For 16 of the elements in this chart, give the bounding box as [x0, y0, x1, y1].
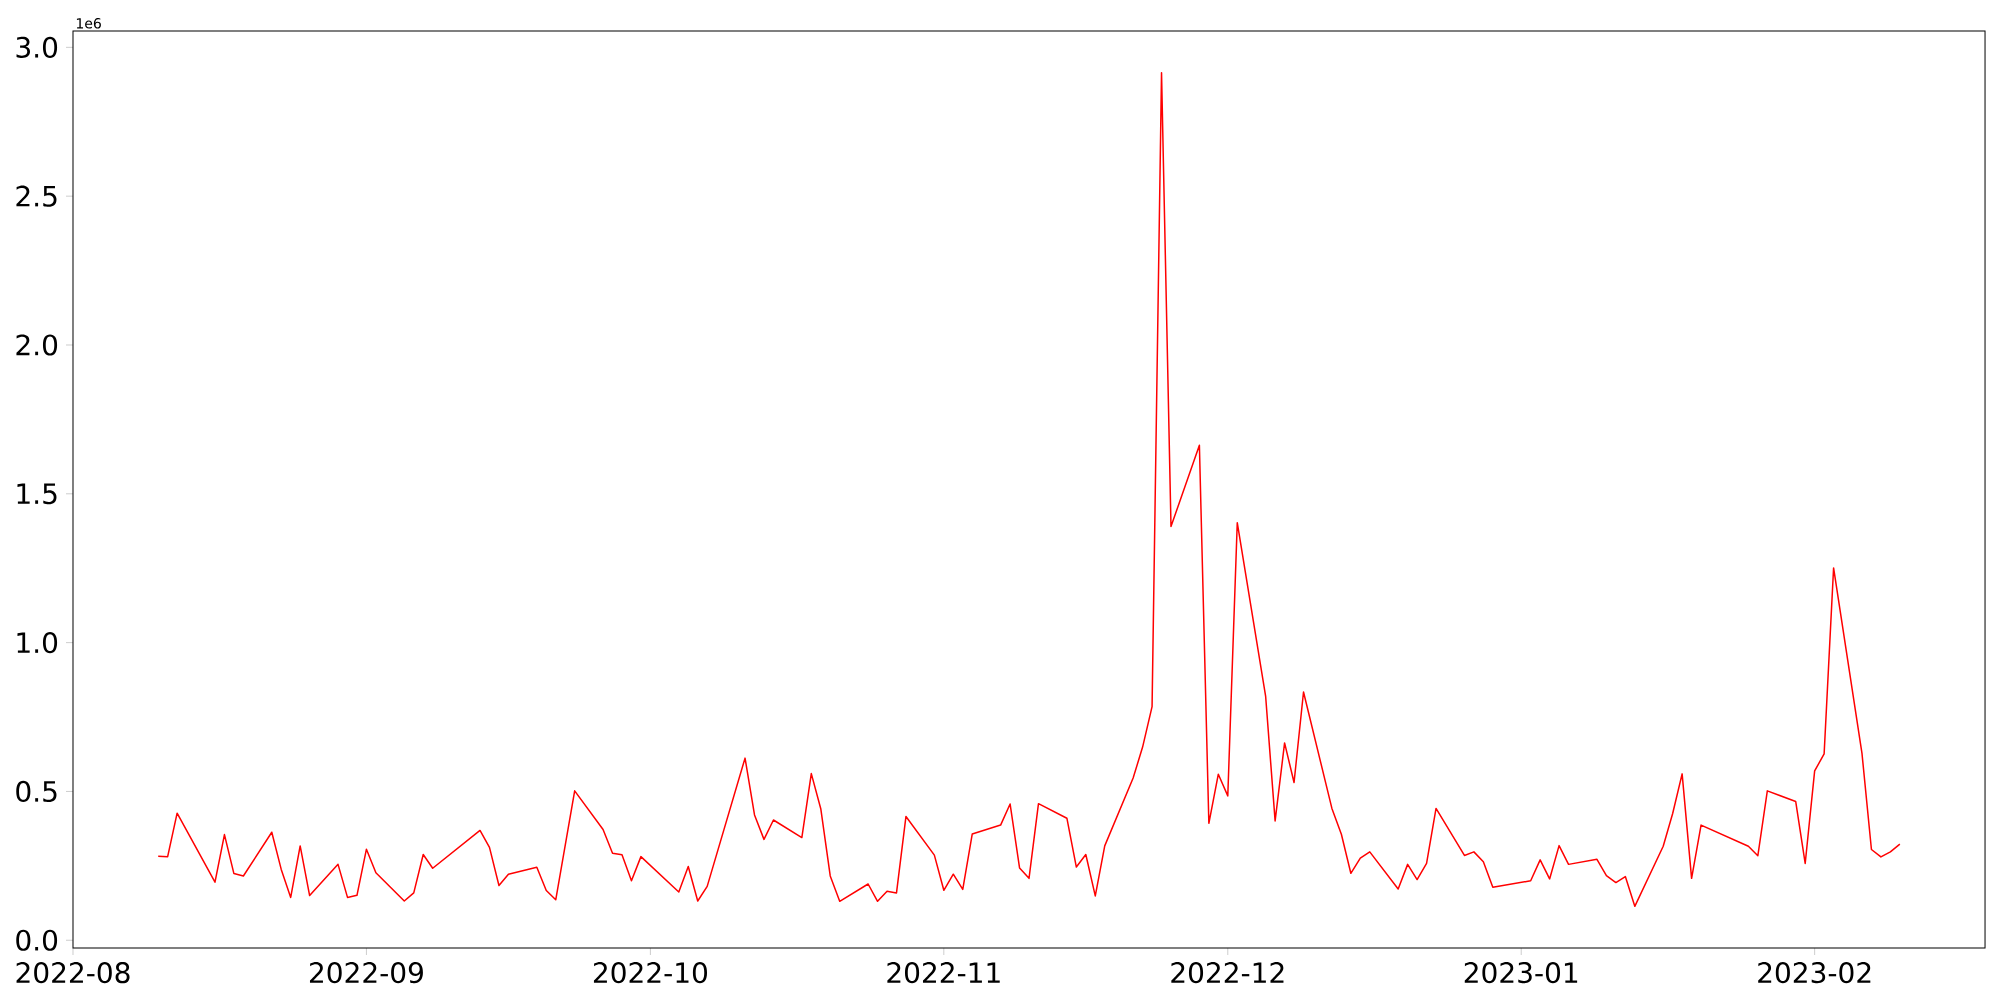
y-tick-label: 0.5	[16, 780, 57, 803]
line-series	[157, 71, 1901, 908]
x-tick-label: 2022-11	[887, 962, 1000, 984]
text: 1e6	[76, 18, 101, 29]
y-tick-label: 0.0	[16, 929, 58, 951]
y-tick-label: 1.0	[17, 632, 58, 654]
x-tick-label: 2022-12	[1171, 962, 1284, 984]
y-tick-label: 3.0	[16, 36, 58, 58]
y-tick-label: 2.5	[16, 185, 57, 207]
x-tick-label: 2022-10	[593, 962, 708, 984]
x-tick-label: 2023-01	[1464, 962, 1578, 984]
x-tick-label: 2023-02	[1758, 962, 1871, 984]
x-tick-label: 2022-08	[16, 962, 130, 984]
x-tick-label: 2022-09	[309, 962, 423, 984]
y-tick-label: 1.5	[17, 483, 57, 505]
y-tick-label: 2.0	[16, 334, 58, 356]
